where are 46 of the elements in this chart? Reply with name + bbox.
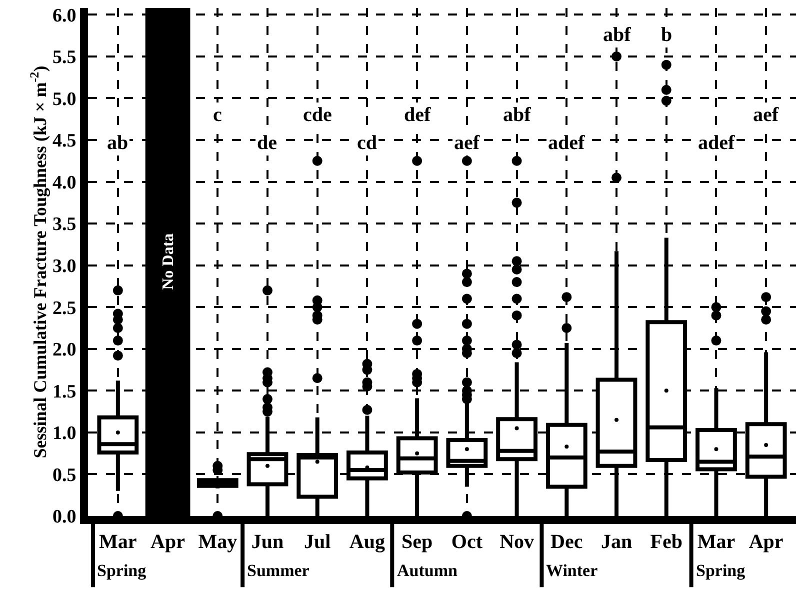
y-tick-label: 2.0 (52, 340, 76, 361)
x-tick-label: Apr (150, 531, 186, 553)
annotation: ab (107, 132, 128, 154)
x-tick-label: Mar (99, 531, 137, 553)
y-tick-label: 4.5 (52, 130, 76, 152)
text: Winter (546, 561, 598, 580)
y-tick-label: 0.5 (52, 464, 76, 486)
y-tick-label: 0.0 (52, 506, 76, 528)
annotation: adef (548, 132, 585, 154)
annotation: de (257, 132, 278, 154)
y-tick-label: 3.0 (52, 256, 76, 277)
annotation: b (661, 24, 672, 46)
x-tick-label: Aug (349, 531, 385, 553)
text: Autumn (397, 561, 458, 580)
y-tick-label: 1.5 (52, 381, 76, 402)
x-tick-label: Jul (304, 531, 332, 553)
annotation: def (404, 104, 431, 126)
y-tick-label: 1.0 (52, 423, 76, 444)
text: Spring (97, 561, 147, 580)
x-tick-label: Jan (600, 531, 632, 553)
x-tick-label: Jun (251, 531, 284, 553)
y-tick-label: 4.0 (52, 172, 76, 194)
y-tick-label: 5.0 (52, 88, 76, 110)
annotation: adef (698, 132, 735, 154)
x-tick-label: Apr (748, 531, 784, 553)
annotation: c (213, 104, 222, 126)
text: Summer (247, 561, 310, 580)
y-tick-label: 3.5 (52, 214, 76, 236)
annotation: aef (454, 132, 480, 154)
x-tick-label: Sep (402, 531, 433, 553)
text: Spring (696, 561, 746, 580)
x-tick-label: Mar (697, 531, 736, 553)
band-label: No Data (160, 233, 177, 290)
x-tick-label: Nov (500, 531, 534, 553)
x-tick-label: Feb (650, 531, 682, 553)
annotation: cd (357, 132, 377, 154)
x-tick-label: Oct (451, 531, 483, 553)
annotation: abf (603, 24, 632, 46)
annotation: abf (503, 104, 532, 126)
x-tick-label: Dec (550, 531, 583, 553)
x-tick-label: May (198, 531, 238, 553)
annotation: cde (303, 104, 332, 126)
y-tick-label: 5.5 (52, 47, 76, 68)
annotation: aef (753, 104, 779, 126)
y-tick-label: 2.5 (52, 298, 76, 319)
y-tick-label: 6.0 (52, 5, 76, 26)
